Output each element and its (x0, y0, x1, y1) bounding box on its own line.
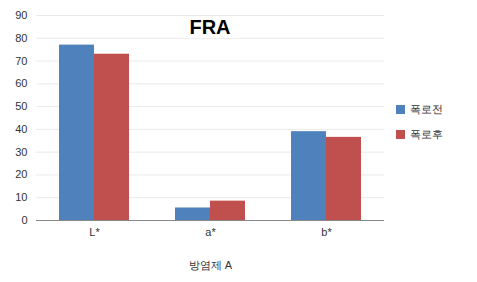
svg-text:0: 0 (21, 214, 27, 226)
svg-text:30: 30 (15, 146, 27, 158)
svg-text:방염제 A: 방염제 A (189, 259, 233, 271)
html-text:폭로후: 폭로후 (410, 128, 443, 140)
svg-text:L*: L* (89, 226, 100, 238)
svg-text:90: 90 (15, 9, 27, 21)
svg-text:20: 20 (15, 168, 27, 180)
svg-text:60: 60 (15, 77, 27, 89)
svg-text:40: 40 (15, 123, 27, 135)
svg-text:b*: b* (321, 226, 332, 238)
svg-text:80: 80 (15, 32, 27, 44)
svg-text:a*: a* (205, 226, 216, 238)
svg-text:70: 70 (15, 55, 27, 67)
html-text:FRA: FRA (189, 16, 231, 38)
svg-text:50: 50 (15, 100, 27, 112)
svg-text:10: 10 (15, 191, 27, 203)
html-text:폭로전: 폭로전 (410, 103, 443, 115)
